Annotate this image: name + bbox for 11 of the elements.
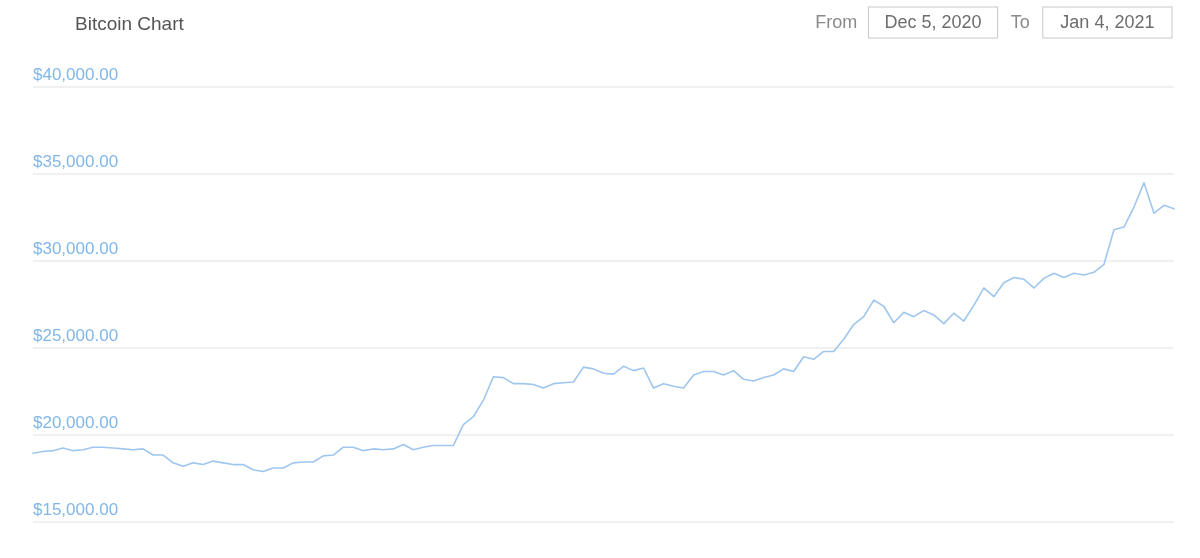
y-tick-label: $40,000.00 bbox=[33, 65, 119, 84]
text: To bbox=[1010, 12, 1030, 32]
y-tick-label: $15,000.00 bbox=[33, 500, 119, 519]
text: Jan 4, 2021 bbox=[1060, 12, 1155, 32]
y-tick-label: $20,000.00 bbox=[33, 413, 119, 432]
y-tick-label: $25,000.00 bbox=[33, 326, 119, 345]
y-tick-label: $30,000.00 bbox=[33, 239, 119, 258]
y-tick-label: $35,000.00 bbox=[33, 152, 119, 171]
chart-title: Bitcoin Chart bbox=[75, 13, 185, 34]
text: From bbox=[815, 12, 858, 32]
text: Dec 5, 2020 bbox=[884, 12, 982, 32]
